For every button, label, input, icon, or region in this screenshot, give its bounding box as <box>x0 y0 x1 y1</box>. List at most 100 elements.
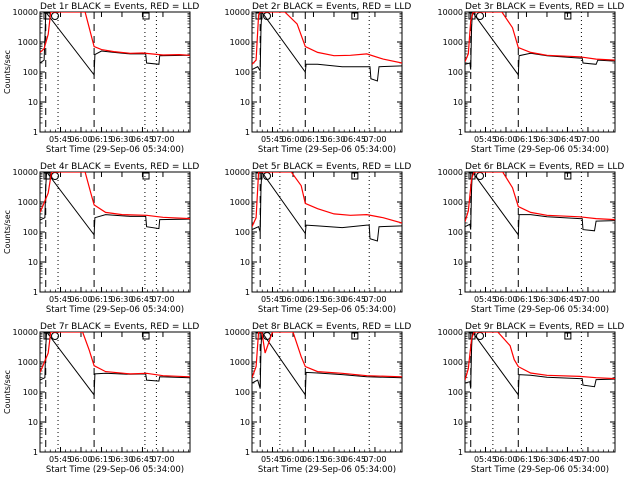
x-tick-label: 07:00 <box>576 135 599 144</box>
y-tick-label: 100 <box>23 388 38 397</box>
x-tick-label: 05:45 <box>261 295 284 304</box>
x-axis-label: Start Time (29-Sep-06 05:34:00) <box>471 305 609 315</box>
x-tick-label: 06:45 <box>343 295 366 304</box>
y-tick-label: 10 <box>28 98 38 107</box>
panel-4: Det 4r BLACK = Events, RED = LLD 1 10 100 10… <box>3 162 199 315</box>
panel-title: Det 5r BLACK = Events, RED = LLD <box>252 162 411 172</box>
y-tick-label: 100 <box>235 228 250 237</box>
y-tick-label: 1000 <box>443 38 463 47</box>
x-tick-label: 06:15 <box>302 135 325 144</box>
square-symbol-right <box>142 332 150 340</box>
x-tick-label: 06:00 <box>494 135 517 144</box>
x-tick-label: 05:45 <box>474 135 497 144</box>
x-tick-label: 06:15 <box>90 455 113 464</box>
y-tick-label: 10000 <box>13 168 38 177</box>
lld-series-line <box>465 332 615 381</box>
x-tick-label: 06:15 <box>515 295 538 304</box>
x-tick-label: 07:00 <box>151 455 174 464</box>
x-tick-label: 06:00 <box>69 295 92 304</box>
lld-series-line <box>465 172 615 222</box>
y-tick-label: 100 <box>23 228 38 237</box>
y-tick-label: 1 <box>245 128 250 137</box>
y-tick-label: 100 <box>235 388 250 397</box>
y-tick-label: 1000 <box>18 198 38 207</box>
lld-series-line <box>40 172 190 220</box>
lld-series-line <box>40 332 190 378</box>
x-tick-label: 06:30 <box>110 455 133 464</box>
y-tick-label: 10000 <box>438 8 463 17</box>
y-tick-label: 10000 <box>225 168 250 177</box>
panel-title: Det 1r BLACK = Events, RED = LLD <box>40 2 199 12</box>
lld-series-line <box>40 12 190 56</box>
x-tick-label: 06:15 <box>90 135 113 144</box>
x-tick-label: 06:30 <box>535 295 558 304</box>
x-tick-label: 06:45 <box>556 295 579 304</box>
events-series-line <box>465 332 615 397</box>
x-tick-label: 06:00 <box>281 455 304 464</box>
y-tick-label: 1000 <box>18 358 38 367</box>
x-tick-label: 06:30 <box>535 455 558 464</box>
square-symbol-right <box>351 332 359 340</box>
panel-title: Det 9r BLACK = Events, RED = LLD <box>465 322 624 332</box>
y-tick-label: 1000 <box>230 198 250 207</box>
panel-title: Det 3r BLACK = Events, RED = LLD <box>465 2 624 12</box>
x-tick-label: 06:15 <box>90 295 113 304</box>
y-tick-label: 1 <box>33 128 38 137</box>
y-tick-label: 1000 <box>230 358 250 367</box>
y-tick-label: 10 <box>240 258 250 267</box>
y-tick-label: 10 <box>453 98 463 107</box>
y-tick-label: 1000 <box>443 358 463 367</box>
panel-title: Det 8r BLACK = Events, RED = LLD <box>252 322 411 332</box>
x-tick-label: 06:00 <box>281 295 304 304</box>
events-series-line <box>40 332 190 397</box>
x-tick-label: 06:15 <box>302 295 325 304</box>
x-axis-label: Start Time (29-Sep-06 05:34:00) <box>258 305 396 315</box>
y-tick-label: 10000 <box>438 328 463 337</box>
y-tick-label: 100 <box>448 68 463 77</box>
x-tick-label: 06:30 <box>322 455 345 464</box>
x-tick-label: 06:45 <box>131 135 154 144</box>
y-tick-label: 10 <box>240 98 250 107</box>
y-axis-label: Counts/sec <box>3 50 12 94</box>
x-tick-label: 05:45 <box>49 455 72 464</box>
y-tick-label: 1000 <box>443 198 463 207</box>
y-tick-label: 10000 <box>225 328 250 337</box>
lld-series-line <box>252 332 402 378</box>
y-tick-label: 100 <box>448 388 463 397</box>
lld-series-line <box>252 172 402 227</box>
y-tick-label: 1 <box>458 128 463 137</box>
x-tick-label: 06:15 <box>515 135 538 144</box>
y-tick-label: 10000 <box>13 8 38 17</box>
x-tick-label: 07:00 <box>151 135 174 144</box>
x-tick-label: 06:45 <box>556 455 579 464</box>
panel-title: Det 7r BLACK = Events, RED = LLD <box>40 322 199 332</box>
panel-2: Det 2r BLACK = Events, RED = LLD 1 10 100 10… <box>225 2 412 155</box>
x-axis-label: Start Time (29-Sep-06 05:34:00) <box>46 145 184 155</box>
y-axis-label: Counts/sec <box>3 370 12 414</box>
events-series-line <box>252 172 402 242</box>
events-series-line <box>252 332 402 397</box>
y-tick-label: 100 <box>235 68 250 77</box>
x-tick-label: 07:00 <box>151 295 174 304</box>
x-tick-label: 05:45 <box>49 295 72 304</box>
x-tick-label: 06:30 <box>322 295 345 304</box>
events-series-line <box>40 172 190 237</box>
panel-8: Det 8r BLACK = Events, RED = LLD 1 10 100 10… <box>225 322 412 475</box>
x-tick-label: 07:00 <box>576 295 599 304</box>
y-tick-label: 10 <box>28 258 38 267</box>
y-tick-label: 10 <box>453 258 463 267</box>
y-tick-label: 100 <box>23 68 38 77</box>
square-symbol-right <box>351 12 359 20</box>
x-tick-label: 06:15 <box>515 455 538 464</box>
y-tick-label: 100 <box>448 228 463 237</box>
y-tick-label: 1 <box>245 448 250 457</box>
events-series-line <box>252 12 402 82</box>
x-tick-label: 07:00 <box>363 135 386 144</box>
y-tick-label: 10 <box>453 418 463 427</box>
y-tick-label: 10000 <box>438 168 463 177</box>
x-tick-label: 06:00 <box>494 455 517 464</box>
x-tick-label: 05:45 <box>261 135 284 144</box>
y-tick-label: 1 <box>458 448 463 457</box>
y-tick-label: 10 <box>28 418 38 427</box>
x-tick-label: 06:30 <box>110 135 133 144</box>
